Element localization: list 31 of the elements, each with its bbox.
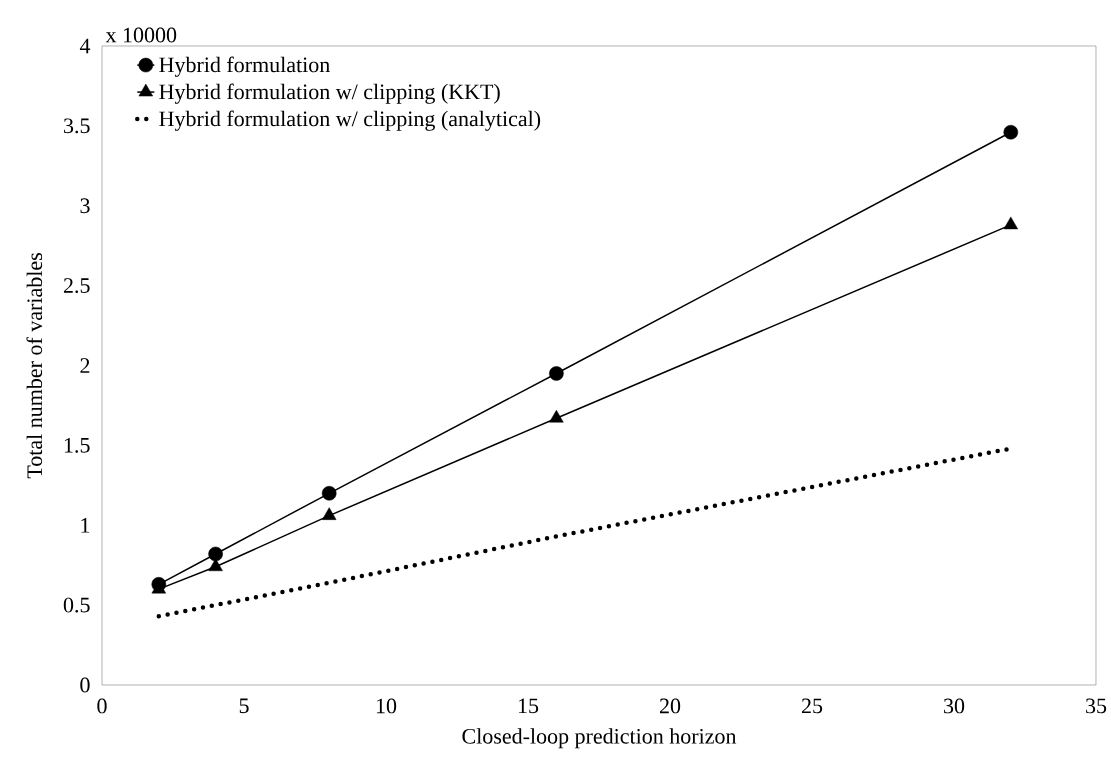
y-axis-title: Total number of variables bbox=[26, 253, 43, 479]
y-tick-label: 0.5 bbox=[63, 597, 90, 613]
legend-label: Hybrid formulation w/ clipping (analytical) bbox=[159, 110, 541, 131]
point bbox=[321, 486, 337, 501]
x-tick-label: 25 bbox=[801, 698, 823, 714]
y-tick-label: 2 bbox=[80, 358, 90, 373]
legend-label: Hybrid formulation bbox=[159, 56, 330, 77]
point bbox=[549, 409, 564, 423]
point bbox=[208, 546, 223, 562]
x-tick-label: 20 bbox=[659, 698, 681, 714]
point bbox=[1003, 216, 1018, 230]
x-tick-label: 30 bbox=[944, 698, 965, 714]
y-tick-label: 3.5 bbox=[64, 118, 90, 134]
x-tick-label: 15 bbox=[518, 698, 539, 714]
point bbox=[322, 507, 337, 520]
x-tick-label: 5 bbox=[239, 698, 249, 714]
legend-label: Hybrid formulation w/ clipping (KKT) bbox=[159, 83, 500, 104]
x-axis-title: Closed-loop prediction horizon bbox=[462, 728, 737, 749]
point bbox=[549, 366, 564, 381]
y-tick-label: 4 bbox=[79, 38, 91, 54]
x-tick-label: 10 bbox=[376, 698, 397, 714]
y-tick-label: 1.5 bbox=[64, 437, 90, 453]
x-tick-label: 0 bbox=[97, 698, 107, 714]
text: x 10000 bbox=[105, 27, 177, 43]
x-tick-label: 35 bbox=[1086, 698, 1107, 714]
y-tick-label: 0 bbox=[80, 677, 90, 693]
y-tick-label: 3 bbox=[80, 198, 90, 214]
y-tick-label: 2.5 bbox=[63, 278, 90, 294]
point bbox=[208, 558, 223, 572]
point bbox=[1003, 125, 1019, 140]
y-tick-label: 1 bbox=[81, 517, 90, 533]
